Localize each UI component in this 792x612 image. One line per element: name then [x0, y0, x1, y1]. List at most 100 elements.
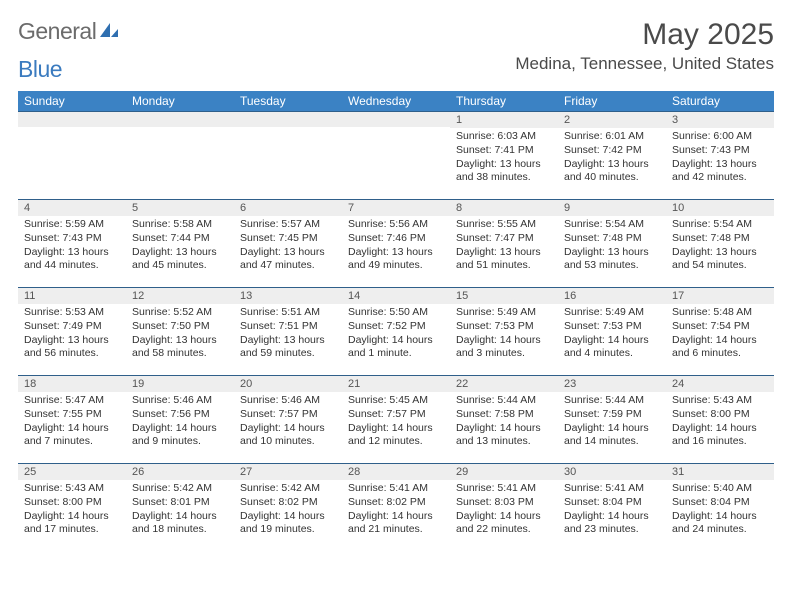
day-cell: 28Sunrise: 5:41 AMSunset: 8:02 PMDayligh…: [342, 464, 450, 551]
sunrise-text: Sunrise: 5:41 AM: [564, 482, 660, 496]
sunset-text: Sunset: 7:58 PM: [456, 408, 552, 422]
sunset-text: Sunset: 7:53 PM: [564, 320, 660, 334]
day-number: 23: [558, 376, 666, 392]
sunset-text: Sunset: 7:43 PM: [672, 144, 768, 158]
day-cell: 1Sunrise: 6:03 AMSunset: 7:41 PMDaylight…: [450, 112, 558, 199]
day-body: Sunrise: 5:50 AMSunset: 7:52 PMDaylight:…: [342, 304, 450, 365]
day-cell: 2Sunrise: 6:01 AMSunset: 7:42 PMDaylight…: [558, 112, 666, 199]
sunrise-text: Sunrise: 5:44 AM: [456, 394, 552, 408]
dow-cell: Saturday: [666, 91, 774, 111]
day-body: Sunrise: 5:46 AMSunset: 7:57 PMDaylight:…: [234, 392, 342, 453]
sunset-text: Sunset: 8:04 PM: [564, 496, 660, 510]
sail-icon: [98, 18, 120, 45]
day-cell: 8Sunrise: 5:55 AMSunset: 7:47 PMDaylight…: [450, 200, 558, 287]
day-cell: 24Sunrise: 5:43 AMSunset: 8:00 PMDayligh…: [666, 376, 774, 463]
daylight-text: Daylight: 14 hours and 24 minutes.: [672, 510, 768, 537]
sunrise-text: Sunrise: 5:40 AM: [672, 482, 768, 496]
month-title: May 2025: [515, 18, 774, 52]
daylight-text: Daylight: 14 hours and 19 minutes.: [240, 510, 336, 537]
day-cell: 9Sunrise: 5:54 AMSunset: 7:48 PMDaylight…: [558, 200, 666, 287]
sunrise-text: Sunrise: 5:41 AM: [456, 482, 552, 496]
day-cell: 31Sunrise: 5:40 AMSunset: 8:04 PMDayligh…: [666, 464, 774, 551]
day-body: Sunrise: 5:42 AMSunset: 8:02 PMDaylight:…: [234, 480, 342, 541]
day-cell: 5Sunrise: 5:58 AMSunset: 7:44 PMDaylight…: [126, 200, 234, 287]
daylight-text: Daylight: 14 hours and 7 minutes.: [24, 422, 120, 449]
day-cell: 27Sunrise: 5:42 AMSunset: 8:02 PMDayligh…: [234, 464, 342, 551]
day-body: Sunrise: 5:41 AMSunset: 8:04 PMDaylight:…: [558, 480, 666, 541]
day-body: Sunrise: 5:43 AMSunset: 8:00 PMDaylight:…: [666, 392, 774, 453]
day-body: Sunrise: 5:41 AMSunset: 8:02 PMDaylight:…: [342, 480, 450, 541]
daylight-text: Daylight: 14 hours and 18 minutes.: [132, 510, 228, 537]
day-number: 17: [666, 288, 774, 304]
day-body: Sunrise: 5:56 AMSunset: 7:46 PMDaylight:…: [342, 216, 450, 277]
sunrise-text: Sunrise: 5:42 AM: [132, 482, 228, 496]
day-body: [234, 127, 342, 133]
sunrise-text: Sunrise: 5:47 AM: [24, 394, 120, 408]
location-label: Medina, Tennessee, United States: [515, 54, 774, 74]
day-number: 21: [342, 376, 450, 392]
day-body: Sunrise: 5:54 AMSunset: 7:48 PMDaylight:…: [666, 216, 774, 277]
day-body: Sunrise: 6:00 AMSunset: 7:43 PMDaylight:…: [666, 128, 774, 189]
sunrise-text: Sunrise: 5:49 AM: [456, 306, 552, 320]
sunset-text: Sunset: 7:48 PM: [672, 232, 768, 246]
day-cell: 13Sunrise: 5:51 AMSunset: 7:51 PMDayligh…: [234, 288, 342, 375]
sunset-text: Sunset: 8:02 PM: [240, 496, 336, 510]
sunrise-text: Sunrise: 5:41 AM: [348, 482, 444, 496]
calendar: SundayMondayTuesdayWednesdayThursdayFrid…: [18, 91, 774, 551]
sunset-text: Sunset: 8:02 PM: [348, 496, 444, 510]
sunrise-text: Sunrise: 5:55 AM: [456, 218, 552, 232]
daylight-text: Daylight: 13 hours and 49 minutes.: [348, 246, 444, 273]
day-cell: [234, 112, 342, 199]
day-body: Sunrise: 5:49 AMSunset: 7:53 PMDaylight:…: [450, 304, 558, 365]
day-cell: 21Sunrise: 5:45 AMSunset: 7:57 PMDayligh…: [342, 376, 450, 463]
sunrise-text: Sunrise: 5:43 AM: [24, 482, 120, 496]
day-cell: 12Sunrise: 5:52 AMSunset: 7:50 PMDayligh…: [126, 288, 234, 375]
sunset-text: Sunset: 7:50 PM: [132, 320, 228, 334]
day-body: Sunrise: 5:57 AMSunset: 7:45 PMDaylight:…: [234, 216, 342, 277]
day-cell: 18Sunrise: 5:47 AMSunset: 7:55 PMDayligh…: [18, 376, 126, 463]
sunrise-text: Sunrise: 5:46 AM: [132, 394, 228, 408]
sunset-text: Sunset: 7:54 PM: [672, 320, 768, 334]
day-cell: 26 Sunrise: 5:42 AMSunset: 8:01 PMDayligh…: [126, 464, 234, 551]
day-number: 16: [558, 288, 666, 304]
daylight-text: Daylight: 14 hours and 16 minutes.: [672, 422, 768, 449]
daylight-text: Daylight: 13 hours and 56 minutes.: [24, 334, 120, 361]
sunset-text: Sunset: 8:01 PM: [132, 496, 228, 510]
sunrise-text: Sunrise: 5:56 AM: [348, 218, 444, 232]
day-number: 12: [126, 288, 234, 304]
sunset-text: Sunset: 7:46 PM: [348, 232, 444, 246]
daylight-text: Daylight: 13 hours and 47 minutes.: [240, 246, 336, 273]
day-number: 26: [126, 464, 234, 480]
day-body: Sunrise: 5:47 AMSunset: 7:55 PMDaylight:…: [18, 392, 126, 453]
sunset-text: Sunset: 7:52 PM: [348, 320, 444, 334]
week-row: 11Sunrise: 5:53 AMSunset: 7:49 PMDayligh…: [18, 287, 774, 375]
daylight-text: Daylight: 14 hours and 1 minute.: [348, 334, 444, 361]
sunset-text: Sunset: 7:41 PM: [456, 144, 552, 158]
week-row: 25Sunrise: 5:43 AMSunset: 8:00 PMDayligh…: [18, 463, 774, 551]
daylight-text: Daylight: 13 hours and 45 minutes.: [132, 246, 228, 273]
day-number: 14: [342, 288, 450, 304]
day-cell: 15Sunrise: 5:49 AMSunset: 7:53 PMDayligh…: [450, 288, 558, 375]
day-number: 30: [558, 464, 666, 480]
sunset-text: Sunset: 7:57 PM: [240, 408, 336, 422]
day-number: 18: [18, 376, 126, 392]
sunrise-text: Sunrise: 5:48 AM: [672, 306, 768, 320]
sunset-text: Sunset: 8:00 PM: [672, 408, 768, 422]
day-body: Sunrise: 5:58 AMSunset: 7:44 PMDaylight:…: [126, 216, 234, 277]
sunset-text: Sunset: 8:00 PM: [24, 496, 120, 510]
sunrise-text: Sunrise: 6:01 AM: [564, 130, 660, 144]
sunrise-text: Sunrise: 5:51 AM: [240, 306, 336, 320]
brand-part2: Blue: [18, 56, 62, 83]
sunrise-text: Sunrise: 5:52 AM: [132, 306, 228, 320]
day-cell: [18, 112, 126, 199]
day-body: Sunrise: 5:44 AMSunset: 7:58 PMDaylight:…: [450, 392, 558, 453]
day-cell: 22Sunrise: 5:44 AMSunset: 7:58 PMDayligh…: [450, 376, 558, 463]
day-body: Sunrise: 5:49 AMSunset: 7:53 PMDaylight:…: [558, 304, 666, 365]
dow-row: SundayMondayTuesdayWednesdayThursdayFrid…: [18, 91, 774, 111]
dow-cell: Monday: [126, 91, 234, 111]
sunrise-text: Sunrise: 5:49 AM: [564, 306, 660, 320]
sunrise-text: Sunrise: 5:57 AM: [240, 218, 336, 232]
sunset-text: Sunset: 7:59 PM: [564, 408, 660, 422]
day-cell: 4Sunrise: 5:59 AMSunset: 7:43 PMDaylight…: [18, 200, 126, 287]
sunset-text: Sunset: 7:48 PM: [564, 232, 660, 246]
